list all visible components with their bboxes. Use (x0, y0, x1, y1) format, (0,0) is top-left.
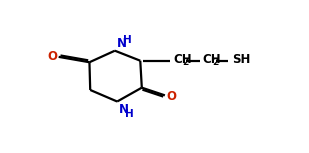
Text: SH: SH (232, 53, 250, 66)
Text: H: H (123, 35, 131, 45)
Text: CH: CH (203, 53, 221, 66)
Text: N: N (116, 37, 126, 50)
Text: 2: 2 (183, 58, 189, 67)
Text: N: N (119, 103, 129, 116)
Text: O: O (47, 50, 57, 63)
Text: O: O (167, 90, 176, 103)
Text: H: H (125, 109, 133, 119)
Text: CH: CH (173, 53, 192, 66)
Text: 2: 2 (212, 58, 218, 67)
